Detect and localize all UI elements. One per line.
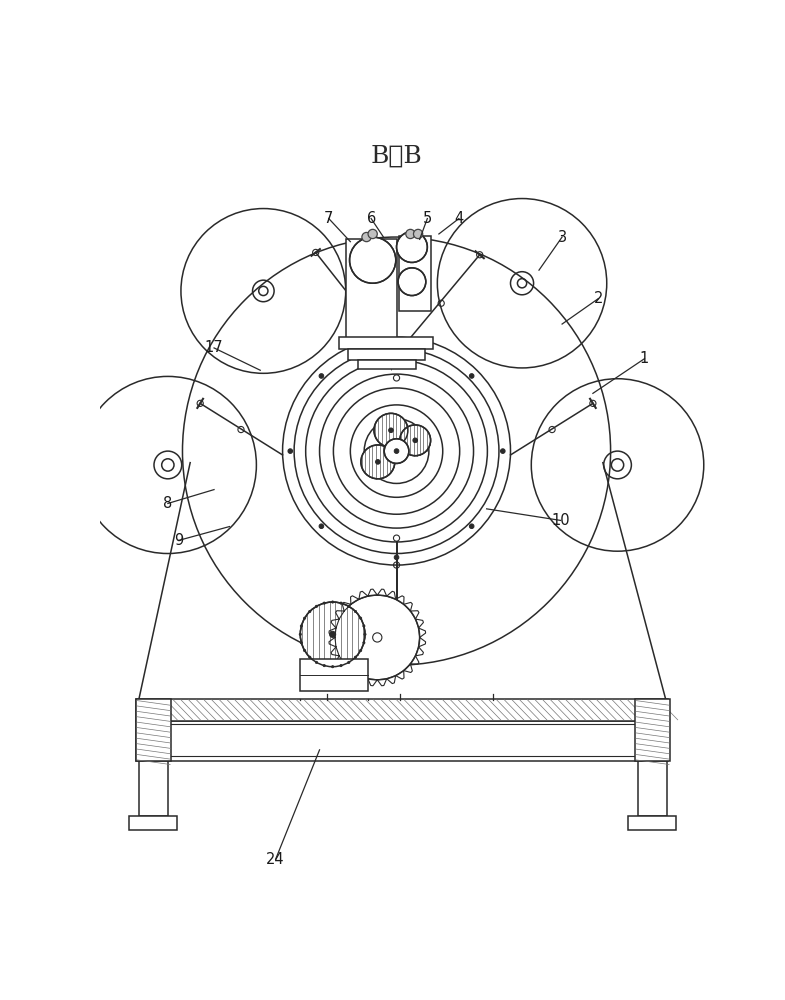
Circle shape xyxy=(354,610,356,613)
Circle shape xyxy=(319,524,323,529)
Circle shape xyxy=(323,664,326,667)
Circle shape xyxy=(316,661,318,664)
Circle shape xyxy=(340,664,342,667)
Circle shape xyxy=(363,642,365,644)
Circle shape xyxy=(396,232,427,262)
Circle shape xyxy=(331,666,334,668)
Circle shape xyxy=(394,343,399,347)
Circle shape xyxy=(374,413,408,447)
Circle shape xyxy=(469,374,474,378)
Circle shape xyxy=(309,610,311,613)
Circle shape xyxy=(389,428,393,433)
Circle shape xyxy=(363,625,365,627)
Circle shape xyxy=(354,656,356,658)
Circle shape xyxy=(373,633,382,642)
Circle shape xyxy=(384,439,409,463)
Text: 6: 6 xyxy=(367,211,376,226)
Circle shape xyxy=(361,445,395,479)
Bar xyxy=(339,337,433,349)
Circle shape xyxy=(360,617,362,619)
Bar xyxy=(137,699,667,721)
Circle shape xyxy=(406,229,415,239)
Circle shape xyxy=(394,449,399,453)
Circle shape xyxy=(360,649,362,652)
Bar xyxy=(137,699,171,761)
Circle shape xyxy=(319,374,323,378)
Circle shape xyxy=(348,661,350,664)
Bar xyxy=(137,721,667,761)
Text: 8: 8 xyxy=(163,496,173,511)
Circle shape xyxy=(349,237,396,283)
Text: 4: 4 xyxy=(455,211,463,226)
Bar xyxy=(637,761,666,816)
Circle shape xyxy=(323,602,326,604)
Bar xyxy=(346,239,396,339)
Text: 2: 2 xyxy=(593,291,603,306)
Bar xyxy=(635,699,670,761)
Circle shape xyxy=(288,449,293,453)
Circle shape xyxy=(348,605,350,608)
Circle shape xyxy=(299,633,301,636)
Circle shape xyxy=(304,649,306,652)
Bar xyxy=(399,235,431,311)
Circle shape xyxy=(375,460,380,464)
Text: 7: 7 xyxy=(324,211,334,226)
Text: 17: 17 xyxy=(205,340,224,355)
Circle shape xyxy=(398,268,425,296)
Bar xyxy=(139,761,168,816)
Circle shape xyxy=(394,555,399,560)
Text: 10: 10 xyxy=(551,513,570,528)
Circle shape xyxy=(362,232,371,242)
Circle shape xyxy=(316,605,318,608)
Circle shape xyxy=(304,617,306,619)
Circle shape xyxy=(469,524,474,529)
Circle shape xyxy=(413,438,418,443)
Bar xyxy=(358,360,416,369)
Circle shape xyxy=(414,229,422,239)
Circle shape xyxy=(368,229,378,239)
Circle shape xyxy=(309,656,311,658)
Circle shape xyxy=(363,633,366,636)
Circle shape xyxy=(331,601,334,603)
Text: 9: 9 xyxy=(174,533,183,548)
Text: 3: 3 xyxy=(557,230,567,245)
Circle shape xyxy=(501,449,505,453)
Circle shape xyxy=(300,642,302,644)
Text: 5: 5 xyxy=(422,211,432,226)
Bar xyxy=(348,349,425,360)
Circle shape xyxy=(400,425,431,456)
Circle shape xyxy=(340,602,342,604)
Bar xyxy=(130,816,177,830)
Circle shape xyxy=(335,595,420,680)
Text: B－B: B－B xyxy=(371,145,422,168)
Text: 24: 24 xyxy=(266,852,285,867)
Circle shape xyxy=(330,631,336,637)
Bar xyxy=(301,659,368,691)
Bar xyxy=(628,816,676,830)
Circle shape xyxy=(300,625,302,627)
Text: 1: 1 xyxy=(640,351,649,366)
Circle shape xyxy=(301,602,365,667)
